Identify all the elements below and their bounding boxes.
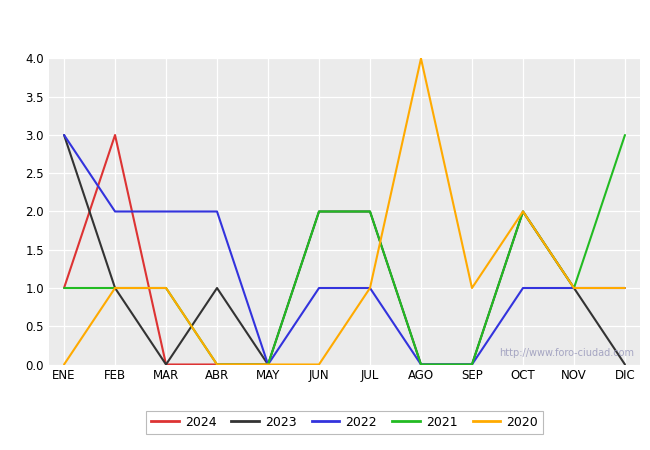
2022 <box>366 285 374 291</box>
Line: 2024: 2024 <box>64 135 268 364</box>
2023 <box>417 362 425 367</box>
Line: 2021: 2021 <box>64 135 625 364</box>
2024 <box>264 362 272 367</box>
2023 <box>366 209 374 214</box>
2024 <box>213 362 221 367</box>
2020 <box>111 285 119 291</box>
2023 <box>315 209 323 214</box>
2021 <box>366 209 374 214</box>
Line: 2020: 2020 <box>64 58 625 364</box>
2022 <box>111 209 119 214</box>
2023 <box>111 285 119 291</box>
2023 <box>60 132 68 138</box>
2020 <box>264 362 272 367</box>
Legend: 2024, 2023, 2022, 2021, 2020: 2024, 2023, 2022, 2021, 2020 <box>146 410 543 433</box>
2022 <box>162 209 170 214</box>
2023 <box>162 362 170 367</box>
2020 <box>519 209 527 214</box>
2023 <box>264 362 272 367</box>
2024 <box>162 362 170 367</box>
2023 <box>621 362 629 367</box>
2021 <box>60 285 68 291</box>
2020 <box>60 362 68 367</box>
2021 <box>315 209 323 214</box>
2023 <box>570 285 578 291</box>
2022 <box>264 362 272 367</box>
2023 <box>213 285 221 291</box>
2020 <box>162 285 170 291</box>
2020 <box>570 285 578 291</box>
2020 <box>315 362 323 367</box>
2020 <box>468 285 476 291</box>
2023 <box>468 362 476 367</box>
2021 <box>468 362 476 367</box>
2021 <box>417 362 425 367</box>
Line: 2023: 2023 <box>64 135 625 364</box>
2020 <box>213 362 221 367</box>
2022 <box>213 209 221 214</box>
2021 <box>570 285 578 291</box>
2022 <box>315 285 323 291</box>
2024 <box>60 285 68 291</box>
2020 <box>366 285 374 291</box>
Text: http://www.foro-ciudad.com: http://www.foro-ciudad.com <box>499 348 634 358</box>
2022 <box>570 285 578 291</box>
Line: 2022: 2022 <box>64 135 625 364</box>
2022 <box>519 285 527 291</box>
2022 <box>417 362 425 367</box>
2023 <box>519 209 527 214</box>
2021 <box>264 362 272 367</box>
2021 <box>621 132 629 138</box>
2021 <box>213 362 221 367</box>
2021 <box>111 285 119 291</box>
2024 <box>111 132 119 138</box>
Text: Matriculaciones de Vehiculos en Torremanzanas/la Torre de les Maçanes: Matriculaciones de Vehiculos en Torreman… <box>61 15 589 30</box>
2020 <box>417 56 425 61</box>
2022 <box>621 285 629 291</box>
2021 <box>162 285 170 291</box>
2020 <box>621 285 629 291</box>
2022 <box>468 362 476 367</box>
2021 <box>519 209 527 214</box>
2022 <box>60 132 68 138</box>
